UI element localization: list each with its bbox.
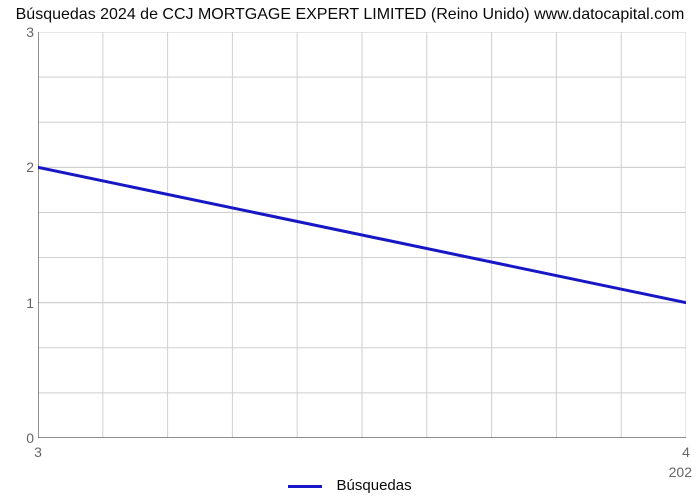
plot-inner: 012334202 [38, 32, 686, 438]
x-tick-label: 3 [34, 444, 42, 460]
plot-area: 012334202 [38, 32, 686, 438]
chart-container: Búsquedas 2024 de CCJ MORTGAGE EXPERT LI… [0, 0, 700, 500]
legend: Búsquedas [0, 477, 700, 494]
y-tick-label: 0 [14, 430, 34, 446]
y-tick-label: 2 [14, 159, 34, 175]
y-tick-label: 3 [14, 24, 34, 40]
legend-label: Búsquedas [337, 477, 412, 494]
chart-title: Búsquedas 2024 de CCJ MORTGAGE EXPERT LI… [0, 6, 700, 24]
legend-swatch [288, 485, 322, 488]
x-tick-label: 4 [682, 444, 690, 460]
y-tick-label: 1 [14, 295, 34, 311]
chart-svg [38, 32, 686, 438]
